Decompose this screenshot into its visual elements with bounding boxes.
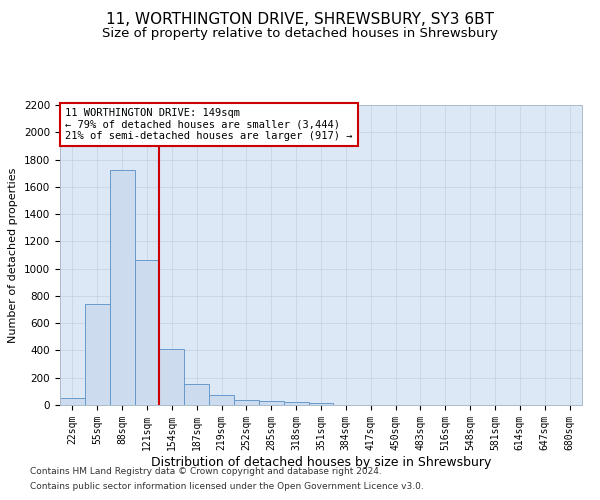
Text: Contains HM Land Registry data © Crown copyright and database right 2024.: Contains HM Land Registry data © Crown c… bbox=[30, 467, 382, 476]
Bar bbox=[308, 403, 334, 405]
Bar bbox=[110, 170, 134, 405]
Text: Contains public sector information licensed under the Open Government Licence v3: Contains public sector information licen… bbox=[30, 482, 424, 491]
Bar bbox=[134, 260, 160, 405]
Bar bbox=[160, 349, 184, 405]
Bar bbox=[259, 401, 284, 405]
Text: 11 WORTHINGTON DRIVE: 149sqm
← 79% of detached houses are smaller (3,444)
21% of: 11 WORTHINGTON DRIVE: 149sqm ← 79% of de… bbox=[65, 108, 353, 141]
Bar bbox=[60, 398, 85, 405]
Text: Size of property relative to detached houses in Shrewsbury: Size of property relative to detached ho… bbox=[102, 28, 498, 40]
Bar bbox=[85, 304, 110, 405]
Bar bbox=[184, 384, 209, 405]
Bar bbox=[209, 395, 234, 405]
Bar bbox=[234, 400, 259, 405]
Text: 11, WORTHINGTON DRIVE, SHREWSBURY, SY3 6BT: 11, WORTHINGTON DRIVE, SHREWSBURY, SY3 6… bbox=[106, 12, 494, 28]
Bar bbox=[284, 402, 308, 405]
Y-axis label: Number of detached properties: Number of detached properties bbox=[8, 168, 19, 342]
X-axis label: Distribution of detached houses by size in Shrewsbury: Distribution of detached houses by size … bbox=[151, 456, 491, 468]
